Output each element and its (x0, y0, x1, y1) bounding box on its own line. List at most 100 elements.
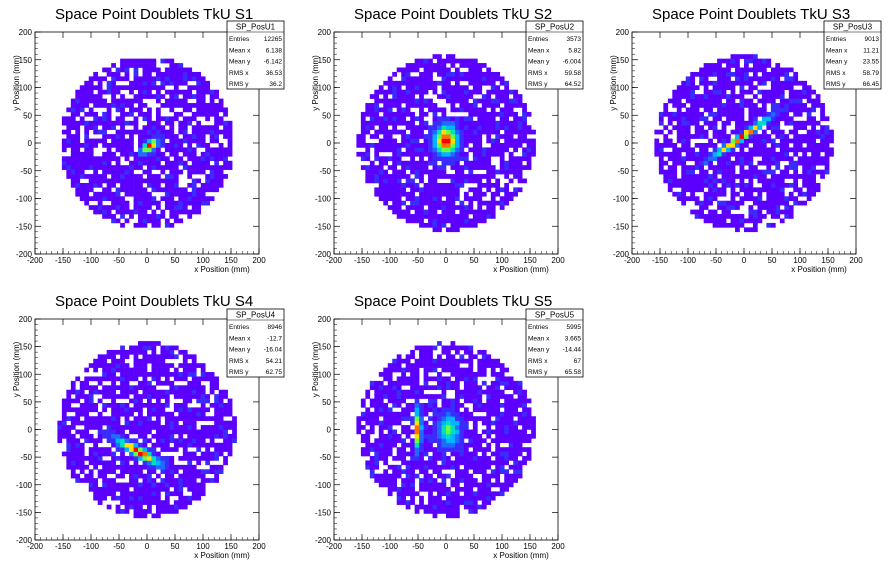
heatmap-bin (401, 187, 406, 193)
heatmap-bin (414, 389, 420, 395)
heatmap-bin (142, 358, 148, 364)
heatmap-bin (681, 103, 687, 108)
heatmap-bin (752, 227, 758, 233)
heatmap-bin (169, 116, 175, 122)
heatmap-bin (703, 116, 709, 122)
heatmap-bin (120, 354, 125, 360)
heatmap-bin (490, 98, 496, 104)
heatmap-bin (432, 486, 438, 492)
heatmap-bin (441, 85, 447, 91)
heatmap-bin (419, 420, 424, 426)
heatmap-bin (392, 89, 398, 95)
heatmap-bin (405, 182, 411, 188)
heatmap-bin (383, 447, 389, 452)
heatmap-bin (365, 156, 371, 162)
heatmap-bin (721, 94, 727, 99)
heatmap-bin (187, 495, 193, 501)
heatmap-bin (712, 116, 718, 122)
heatmap-bin (446, 120, 451, 126)
heatmap-bin (115, 129, 121, 135)
heatmap-bin (97, 358, 103, 364)
heatmap-bin (164, 76, 170, 82)
heatmap-bin (124, 143, 130, 148)
heatmap-bin (155, 429, 161, 435)
heatmap-bin (441, 402, 447, 408)
heatmap-bin (142, 147, 148, 153)
heatmap-bin (432, 63, 438, 68)
heatmap-bin (178, 63, 184, 68)
heatmap-bin (681, 200, 687, 206)
heatmap-bin (115, 169, 121, 175)
heatmap-bin (182, 67, 188, 73)
heatmap-bin (396, 111, 402, 117)
heatmap-bin (187, 200, 193, 206)
heatmap-bin (84, 191, 90, 197)
heatmap-bin (437, 129, 442, 135)
heatmap-bin (93, 120, 99, 126)
heatmap-bin (75, 394, 81, 399)
heatmap-bin (120, 120, 125, 126)
heatmap-bin (223, 438, 228, 444)
heatmap-bin (97, 182, 103, 188)
heatmap-bin (757, 89, 763, 95)
heatmap-bin (115, 187, 121, 193)
heatmap-bin (423, 451, 429, 457)
heatmap-bin (160, 447, 166, 452)
heatmap-bin (360, 156, 366, 162)
heatmap-bin (133, 182, 139, 188)
heatmap-bin (147, 407, 152, 413)
heatmap-bin (111, 120, 116, 126)
heatmap-bin (802, 147, 808, 153)
heatmap-bin (392, 363, 398, 368)
heatmap-bin (744, 182, 749, 188)
heatmap-bin (405, 464, 411, 470)
heatmap-bin (383, 376, 389, 382)
heatmap-bin (499, 151, 505, 157)
heatmap-bin (147, 495, 152, 501)
heatmap-bin (690, 120, 696, 126)
heatmap-bin (423, 473, 429, 479)
heatmap-bin (432, 429, 438, 435)
heatmap-bin (811, 134, 816, 139)
heatmap-bin (437, 473, 442, 479)
heatmap-bin (79, 151, 85, 157)
heatmap-bin (468, 71, 474, 77)
heatmap-bin (169, 425, 175, 430)
heatmap-bin (138, 486, 143, 492)
heatmap-bin (775, 209, 781, 215)
heatmap-bin (712, 111, 718, 117)
heatmap-bin (522, 107, 527, 113)
heatmap-bin (106, 385, 112, 391)
heatmap-bin (757, 80, 763, 86)
heatmap-bin (811, 125, 816, 130)
heatmap-bin (499, 125, 505, 130)
heatmap-bin (410, 464, 415, 470)
heatmap-bin (356, 138, 362, 144)
heatmap-bin (437, 341, 442, 346)
heatmap-bin (169, 160, 175, 166)
heatmap-bin (499, 120, 505, 126)
heatmap-bin (387, 191, 393, 197)
heatmap-bin (419, 191, 424, 197)
heatmap-bin (214, 156, 219, 162)
heatmap-bin (151, 85, 157, 91)
heatmap-bin (93, 182, 99, 188)
heatmap-bin (214, 187, 219, 193)
heatmap-bin (169, 143, 175, 148)
heatmap-bin (428, 182, 433, 188)
heatmap-bin (672, 89, 678, 95)
heatmap-bin (61, 129, 67, 135)
heatmap-bin (374, 147, 380, 153)
heatmap-bin (748, 76, 754, 82)
heatmap-bin (142, 473, 148, 479)
heatmap-bin (147, 509, 152, 514)
heatmap-bin (490, 89, 496, 95)
heatmap-bin (401, 200, 406, 206)
heatmap-bin (196, 143, 202, 148)
heatmap-bin (360, 165, 366, 170)
heatmap-bin (227, 129, 233, 135)
heatmap-bin (169, 89, 175, 95)
heatmap-bin (437, 94, 442, 99)
heatmap-bin (396, 367, 402, 373)
heatmap-bin (383, 182, 389, 188)
